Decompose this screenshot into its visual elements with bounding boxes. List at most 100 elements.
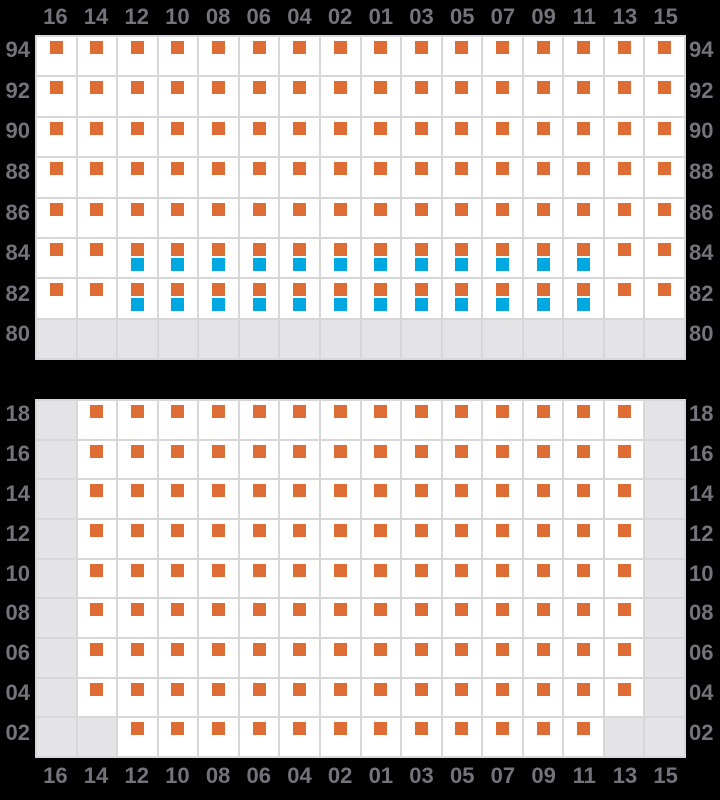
selectable-cell[interactable] [37, 158, 76, 197]
selectable-cell[interactable] [239, 158, 279, 197]
selectable-cell[interactable] [77, 599, 117, 637]
selectable-cell[interactable] [280, 198, 319, 237]
selectable-cell[interactable] [564, 678, 603, 717]
selectable-cell[interactable] [402, 401, 441, 439]
selectable-cell[interactable] [77, 440, 117, 479]
selectable-cell[interactable] [402, 117, 441, 157]
selectable-cell[interactable] [523, 520, 563, 558]
selectable-cell[interactable] [280, 37, 319, 76]
selectable-cell[interactable] [280, 238, 319, 278]
selectable-cell[interactable] [604, 599, 644, 637]
selectable-cell[interactable] [158, 37, 198, 76]
selectable-cell[interactable] [645, 77, 684, 116]
selectable-cell[interactable] [77, 678, 117, 717]
selectable-cell[interactable] [239, 599, 279, 637]
selectable-cell[interactable] [320, 718, 360, 756]
selectable-cell[interactable] [118, 238, 157, 278]
selectable-cell[interactable] [442, 718, 482, 756]
selectable-cell[interactable] [564, 520, 603, 558]
selectable-cell[interactable] [158, 279, 198, 318]
selectable-cell[interactable] [77, 77, 117, 116]
selectable-cell[interactable] [442, 279, 482, 318]
selectable-cell[interactable] [483, 279, 522, 318]
selectable-cell[interactable] [361, 401, 401, 439]
selectable-cell[interactable] [361, 678, 401, 717]
selectable-cell[interactable] [645, 238, 684, 278]
selectable-cell[interactable] [442, 599, 482, 637]
selectable-cell[interactable] [118, 678, 157, 717]
selectable-cell[interactable] [523, 117, 563, 157]
selectable-cell[interactable] [158, 158, 198, 197]
selectable-cell[interactable] [199, 480, 238, 518]
selectable-cell[interactable] [483, 117, 522, 157]
selectable-cell[interactable] [320, 559, 360, 598]
selectable-cell[interactable] [320, 401, 360, 439]
selectable-cell[interactable] [361, 480, 401, 518]
selectable-cell[interactable] [320, 117, 360, 157]
selectable-cell[interactable] [77, 279, 117, 318]
selectable-cell[interactable] [523, 77, 563, 116]
selectable-cell[interactable] [523, 238, 563, 278]
selectable-cell[interactable] [239, 238, 279, 278]
selectable-cell[interactable] [483, 599, 522, 637]
selectable-cell[interactable] [402, 37, 441, 76]
selectable-cell[interactable] [645, 158, 684, 197]
selectable-cell[interactable] [280, 559, 319, 598]
selectable-cell[interactable] [158, 678, 198, 717]
selectable-cell[interactable] [239, 480, 279, 518]
selectable-cell[interactable] [37, 279, 76, 318]
selectable-cell[interactable] [564, 599, 603, 637]
selectable-cell[interactable] [523, 198, 563, 237]
selectable-cell[interactable] [199, 401, 238, 439]
selectable-cell[interactable] [604, 559, 644, 598]
selectable-cell[interactable] [564, 77, 603, 116]
selectable-cell[interactable] [442, 440, 482, 479]
selectable-cell[interactable] [199, 678, 238, 717]
selectable-cell[interactable] [158, 520, 198, 558]
selectable-cell[interactable] [483, 37, 522, 76]
selectable-cell[interactable] [118, 718, 157, 756]
selectable-cell[interactable] [239, 559, 279, 598]
selectable-cell[interactable] [320, 198, 360, 237]
selectable-cell[interactable] [402, 238, 441, 278]
selectable-cell[interactable] [604, 238, 644, 278]
selectable-cell[interactable] [199, 279, 238, 318]
selectable-cell[interactable] [442, 401, 482, 439]
selectable-cell[interactable] [77, 198, 117, 237]
selectable-cell[interactable] [604, 37, 644, 76]
selectable-cell[interactable] [564, 639, 603, 677]
selectable-cell[interactable] [483, 480, 522, 518]
selectable-cell[interactable] [158, 238, 198, 278]
selectable-cell[interactable] [361, 639, 401, 677]
selectable-cell[interactable] [361, 718, 401, 756]
selectable-cell[interactable] [361, 117, 401, 157]
selectable-cell[interactable] [199, 440, 238, 479]
selectable-cell[interactable] [239, 718, 279, 756]
selectable-cell[interactable] [280, 599, 319, 637]
selectable-cell[interactable] [361, 198, 401, 237]
selectable-cell[interactable] [118, 401, 157, 439]
selectable-cell[interactable] [523, 401, 563, 439]
selectable-cell[interactable] [320, 520, 360, 558]
selectable-cell[interactable] [402, 198, 441, 237]
selectable-cell[interactable] [645, 117, 684, 157]
selectable-cell[interactable] [199, 238, 238, 278]
selectable-cell[interactable] [77, 639, 117, 677]
selectable-cell[interactable] [645, 279, 684, 318]
selectable-cell[interactable] [77, 117, 117, 157]
selectable-cell[interactable] [199, 77, 238, 116]
selectable-cell[interactable] [483, 559, 522, 598]
selectable-cell[interactable] [564, 559, 603, 598]
selectable-cell[interactable] [158, 117, 198, 157]
selectable-cell[interactable] [402, 440, 441, 479]
selectable-cell[interactable] [361, 520, 401, 558]
selectable-cell[interactable] [402, 77, 441, 116]
selectable-cell[interactable] [199, 117, 238, 157]
selectable-cell[interactable] [118, 440, 157, 479]
selectable-cell[interactable] [37, 238, 76, 278]
selectable-cell[interactable] [402, 480, 441, 518]
selectable-cell[interactable] [402, 599, 441, 637]
selectable-cell[interactable] [361, 440, 401, 479]
selectable-cell[interactable] [37, 117, 76, 157]
selectable-cell[interactable] [604, 678, 644, 717]
